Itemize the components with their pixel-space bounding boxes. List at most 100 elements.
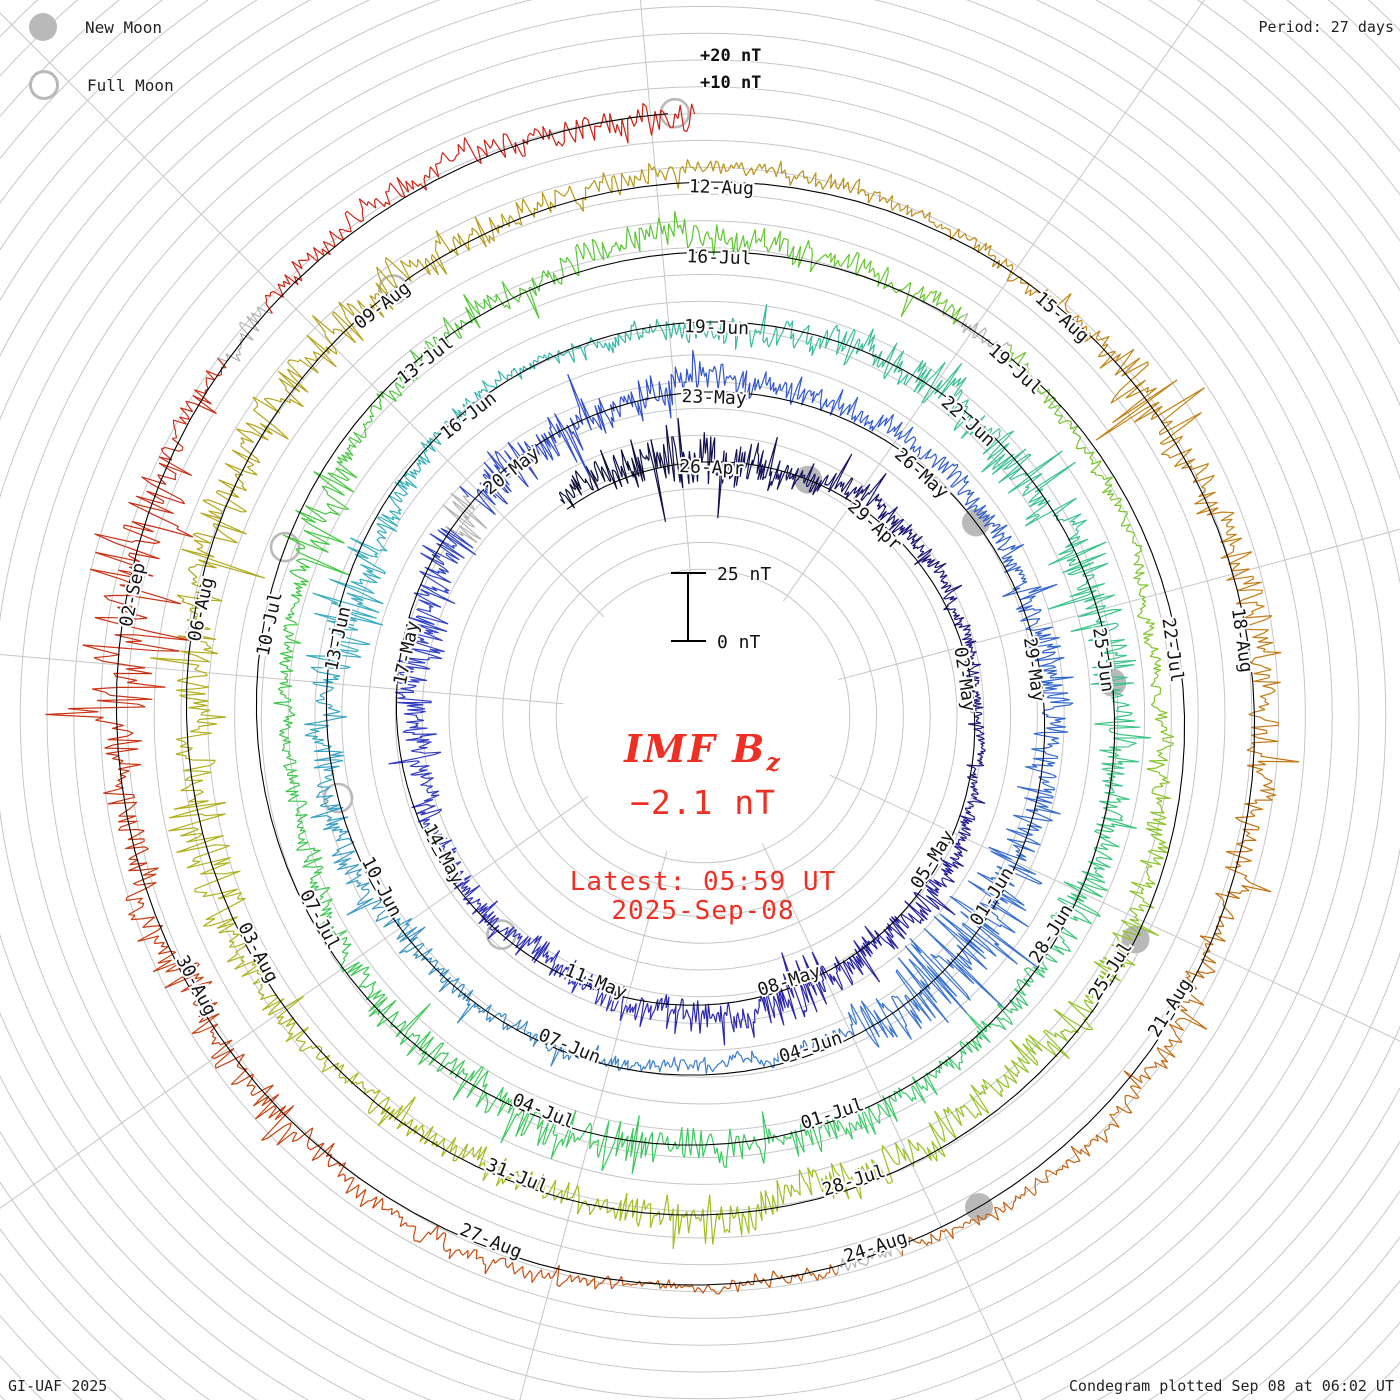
bz-trace-segment bbox=[571, 1275, 641, 1290]
bz-trace-segment bbox=[563, 113, 631, 144]
bz-trace-segment bbox=[377, 1096, 434, 1145]
bz-trace-segment bbox=[452, 1066, 514, 1117]
bz-trace-segment bbox=[1146, 740, 1175, 794]
bz-trace-segment bbox=[1047, 541, 1109, 610]
bz-trace-segment bbox=[230, 1065, 295, 1121]
bz-trace-segment bbox=[304, 694, 348, 741]
bz-trace-segment bbox=[295, 838, 324, 888]
bz-trace-segment bbox=[310, 785, 349, 831]
bz-trace-segment bbox=[216, 922, 261, 978]
bz-trace-segment bbox=[626, 375, 666, 422]
bz-trace-segment bbox=[668, 998, 705, 1034]
bz-trace-segment bbox=[886, 421, 922, 462]
bz-trace-segment bbox=[344, 868, 383, 916]
bz-trace-segment bbox=[579, 1044, 622, 1072]
bz-trace-segment bbox=[1143, 633, 1162, 688]
bz-trace-segment bbox=[1040, 388, 1079, 436]
bz-trace-segment bbox=[591, 226, 646, 261]
bz-trace-segment bbox=[486, 914, 521, 942]
bz-trace-segment bbox=[388, 733, 442, 768]
bz-trace-segment bbox=[420, 419, 455, 459]
bz-trace-segment bbox=[376, 1003, 435, 1057]
bz-trace-segment bbox=[331, 826, 360, 872]
bz-trace-segment bbox=[639, 1279, 707, 1294]
bz-trace-segment bbox=[490, 277, 543, 319]
bz-trace-segment bbox=[141, 416, 193, 485]
period-label: Period: 27 days bbox=[1258, 18, 1394, 36]
bz-trace-segment bbox=[812, 1162, 874, 1200]
bz-trace-segment bbox=[629, 102, 696, 136]
bz-trace-segment bbox=[306, 301, 368, 368]
bz-trace-segment bbox=[168, 801, 231, 869]
bz-trace-segment bbox=[344, 406, 375, 456]
bz-trace-segment bbox=[179, 357, 227, 420]
bz-trace-segment bbox=[437, 967, 474, 1002]
plus20-nt-label: +20 nT bbox=[700, 46, 762, 66]
bz-trace-segment bbox=[429, 137, 493, 178]
bz-trace-segment bbox=[976, 846, 1043, 887]
bz-trace-segment bbox=[1025, 733, 1060, 778]
bz-trace-segment bbox=[273, 692, 296, 743]
bz-trace-segment bbox=[700, 363, 742, 394]
bz-trace-segment bbox=[901, 1226, 964, 1257]
bz-trace-segment bbox=[502, 1019, 543, 1048]
bz-trace-segment bbox=[837, 1245, 903, 1274]
bz-trace-segment bbox=[1156, 994, 1208, 1058]
bz-trace-segment bbox=[173, 747, 226, 810]
bz-trace-segment bbox=[789, 324, 841, 357]
bz-trace-segment bbox=[671, 418, 703, 489]
spiral-date-label: 06-Aug bbox=[184, 575, 218, 643]
spiral-date-label: 10-Jul bbox=[253, 590, 287, 658]
bz-trace-segment bbox=[150, 629, 219, 690]
bz-trace-segment bbox=[855, 1091, 899, 1135]
spiral-date-label: 26-Apr bbox=[679, 456, 745, 479]
bz-trace-segment bbox=[704, 1050, 746, 1074]
spiral-date-label: 21-Aug bbox=[1144, 975, 1196, 1041]
bz-trace-segment bbox=[462, 884, 499, 925]
bz-trace-segment bbox=[949, 872, 1029, 935]
bz-trace-segment bbox=[176, 688, 227, 749]
bz-trace-segment bbox=[1038, 915, 1078, 971]
bz-trace-segment bbox=[1021, 1159, 1081, 1196]
bz-trace-segment bbox=[764, 160, 828, 190]
bz-trace-segment bbox=[1003, 1034, 1070, 1084]
bz-trace-segment bbox=[94, 476, 194, 544]
bz-trace-segment bbox=[939, 574, 963, 611]
bz-trace-segment bbox=[981, 430, 1032, 484]
bz-trace-segment bbox=[959, 794, 986, 831]
spiral-date-label: 07-Jun bbox=[535, 1025, 603, 1069]
bz-trace-segment bbox=[423, 1132, 488, 1168]
bz-trace-segment bbox=[647, 1194, 707, 1250]
spiral-date-label: 01-Jun bbox=[966, 863, 1018, 929]
bz-trace-segment bbox=[1029, 651, 1074, 694]
legend-new-moon: New Moon bbox=[29, 13, 162, 41]
bz-trace-segment bbox=[347, 530, 388, 580]
spiral-date-label: 12-Aug bbox=[689, 176, 755, 199]
spiral-date-label: 20-May bbox=[480, 443, 544, 500]
bz-trace-segment bbox=[850, 998, 913, 1048]
bz-trace-segment bbox=[962, 1194, 1022, 1228]
bz-trace-segment bbox=[1111, 904, 1160, 958]
bz-trace-segment bbox=[264, 252, 319, 314]
bz-trace-segment bbox=[700, 317, 747, 350]
bz-trace-segment bbox=[1194, 491, 1243, 559]
spiral-date-label: 31-Jul bbox=[483, 1154, 551, 1198]
bz-trace-segment bbox=[442, 492, 488, 544]
bz-trace-segment bbox=[194, 861, 246, 929]
full-moon-marker bbox=[659, 97, 691, 129]
new-moon-icon bbox=[29, 13, 57, 41]
bz-trace-segment bbox=[637, 159, 702, 189]
bz-trace-segment bbox=[620, 1059, 665, 1073]
bz-trace-segment bbox=[1160, 435, 1216, 498]
bz-trace-segment bbox=[289, 546, 351, 597]
bz-trace-segment bbox=[1244, 745, 1300, 811]
bz-trace-segment bbox=[795, 951, 843, 1013]
bz-trace-segment bbox=[949, 827, 971, 860]
bz-trace-segment bbox=[1137, 583, 1155, 636]
bz-trace-segment bbox=[960, 313, 1012, 348]
bz-trace-segment bbox=[394, 454, 431, 497]
bz-trace-segment bbox=[897, 523, 925, 552]
bz-trace-segment bbox=[410, 765, 440, 802]
bz-trace-segment bbox=[1099, 737, 1140, 787]
bz-trace bbox=[45, 102, 1300, 1295]
